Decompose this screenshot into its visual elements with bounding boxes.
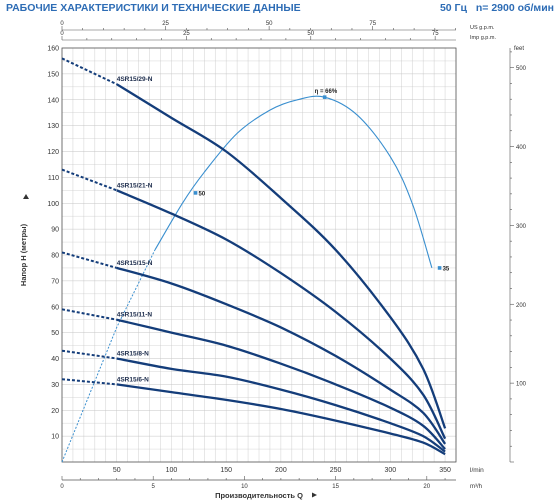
y-tick-label: 50 xyxy=(51,330,59,337)
right-axis-label: 300 xyxy=(516,224,527,230)
pump-curve xyxy=(116,318,446,450)
pump-curve-dashed xyxy=(61,168,118,192)
y-tick-label: 160 xyxy=(47,46,59,53)
y-tick-label: 130 xyxy=(47,123,59,130)
pump-curve-dashed xyxy=(61,57,118,86)
bottom-axis-label: 5 xyxy=(151,484,155,490)
pump-curve-label: 4SR15/11-N xyxy=(117,312,153,319)
x-axis-label: Производительность Q xyxy=(215,491,303,500)
x-tick-label: 200 xyxy=(275,467,287,474)
pump-curve-label: 4SR15/21-N xyxy=(117,182,153,189)
y-tick-label: 30 xyxy=(51,382,59,389)
top-axis-impgpm-unit: Imp g.p.m. xyxy=(470,35,496,41)
x-unit-label: l/min xyxy=(470,467,484,474)
pump-curve-dashed xyxy=(61,308,117,321)
speed-label: n= 2900 об/мин xyxy=(475,2,554,14)
y-tick-label: 110 xyxy=(48,175,59,182)
bottom-axis-label: 20 xyxy=(423,484,430,490)
bottom-axis-label: 0 xyxy=(60,484,64,490)
efficiency-marker xyxy=(437,266,442,270)
pump-curve xyxy=(116,357,446,453)
efficiency-marker-label: η = 66% xyxy=(315,89,338,95)
y-tick-label: 70 xyxy=(51,278,59,285)
y-tick-label: 80 xyxy=(51,253,59,260)
pump-curve-label: 4SR15/15-N xyxy=(117,260,153,267)
efficiency-curve xyxy=(154,95,433,269)
efficiency-marker-label: 35 xyxy=(443,266,450,272)
top-axis-impgpm-label: 75 xyxy=(432,31,439,37)
x-tick-label: 150 xyxy=(220,467,232,474)
pump-curve-dashed xyxy=(61,251,117,269)
pump-curve xyxy=(116,383,446,456)
y-tick-label: 100 xyxy=(47,201,59,208)
pump-curve-dashed xyxy=(61,378,117,386)
x-tick-label: 300 xyxy=(384,467,396,474)
y-axis-label: Напор H (метры) xyxy=(19,223,28,286)
y-tick-label: 10 xyxy=(51,434,59,441)
y-tick-label: 140 xyxy=(47,97,59,104)
x-tick-label: 100 xyxy=(166,467,178,474)
top-axis-usgpm-label: 50 xyxy=(266,21,273,27)
top-axis-impgpm-label: 25 xyxy=(183,31,190,37)
efficiency-marker xyxy=(322,95,327,99)
frequency-label: 50 Гц xyxy=(439,2,467,14)
plot-frame xyxy=(61,47,457,463)
right-axis-label: 400 xyxy=(516,145,527,151)
bottom-axis-unit: m³/h xyxy=(470,484,482,490)
y-tick-label: 150 xyxy=(47,71,59,78)
x-tick-label: 350 xyxy=(439,467,451,474)
y-tick-label: 40 xyxy=(51,356,59,363)
y-tick-label: 20 xyxy=(51,408,59,415)
bottom-axis-label: 15 xyxy=(332,484,339,490)
pump-curve xyxy=(116,83,447,429)
pump-curve-label: 4SR15/29-N xyxy=(117,76,153,83)
pump-curve xyxy=(116,266,447,445)
top-axis-usgpm-unit: US g.p.m. xyxy=(470,25,495,31)
top-axis-usgpm-label: 75 xyxy=(369,21,376,27)
right-axis-label: 200 xyxy=(516,303,527,309)
pump-curve-label: 4SR15/8-N xyxy=(117,351,149,358)
right-axis-unit: feet xyxy=(514,46,524,52)
top-axis-usgpm-label: 0 xyxy=(60,21,64,27)
top-axis-impgpm-label: 50 xyxy=(307,31,314,37)
efficiency-marker xyxy=(193,191,198,195)
y-tick-label: 60 xyxy=(51,304,59,311)
y-tick-label: 120 xyxy=(47,149,59,156)
page-title: РАБОЧИЕ ХАРАКТЕРИСТИКИ И ТЕХНИЧЕСКИЕ ДАН… xyxy=(6,2,301,14)
x-tick-label: 50 xyxy=(113,467,121,474)
top-axis-usgpm-label: 25 xyxy=(162,21,169,27)
pump-curve-dashed xyxy=(61,349,117,360)
pump-curve-label: 4SR15/6-N xyxy=(117,376,149,383)
right-axis-label: 500 xyxy=(516,66,527,72)
y-axis-arrow-icon xyxy=(23,194,29,199)
top-axis-impgpm-label: 0 xyxy=(60,31,64,37)
header-bar: РАБОЧИЕ ХАРАКТЕРИСТИКИ И ТЕХНИЧЕСКИЕ ДАН… xyxy=(6,2,554,14)
pump-curve xyxy=(116,189,447,440)
x-tick-label: 250 xyxy=(330,467,342,474)
right-axis-label: 100 xyxy=(516,382,527,388)
operating-conditions: 50 Гц n= 2900 об/мин xyxy=(434,2,554,14)
x-axis-arrow-icon xyxy=(312,492,317,498)
efficiency-marker-label: 50 xyxy=(199,191,206,197)
bottom-axis-label: 10 xyxy=(241,484,248,490)
y-tick-label: 90 xyxy=(51,227,59,234)
